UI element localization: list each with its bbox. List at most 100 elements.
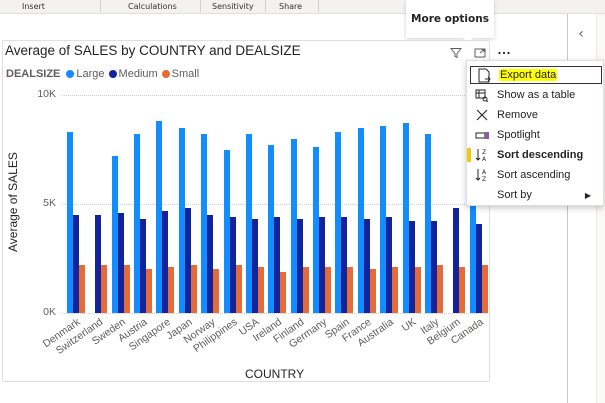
tooltip-text: More options xyxy=(411,13,489,25)
bar-small-belgium[interactable] xyxy=(459,267,466,313)
svg-text:Z: Z xyxy=(482,176,486,182)
bar-large-australia[interactable] xyxy=(380,125,387,313)
legend-dot-icon xyxy=(66,70,75,78)
bar-large-finland[interactable] xyxy=(290,138,297,313)
bar-small-spain[interactable] xyxy=(347,267,354,313)
bar-small-canada[interactable] xyxy=(481,265,488,313)
menu-item-label: Sort by xyxy=(497,189,532,201)
bar-large-singapore[interactable] xyxy=(156,121,163,313)
more-options-icon[interactable] xyxy=(496,46,511,60)
visual-title: Average of SALES by COUNTRY and DEALSIZE xyxy=(5,43,301,58)
bar-large-usa[interactable] xyxy=(245,134,252,313)
bar-medium-belgium[interactable] xyxy=(453,208,460,313)
bar-large-austria[interactable] xyxy=(134,134,141,313)
menu-item-label: Remove xyxy=(497,109,538,121)
y-tick-0k: 0K xyxy=(43,306,56,318)
ribbon-tab-insert[interactable]: Insert xyxy=(22,2,45,11)
bar-medium-uk[interactable] xyxy=(408,221,415,313)
bar-medium-ireland[interactable] xyxy=(274,217,281,313)
ribbon-separator xyxy=(265,0,266,12)
bar-large-denmark[interactable] xyxy=(67,132,73,313)
bar-medium-norway[interactable] xyxy=(207,214,214,313)
more-options-tooltip: More options xyxy=(406,0,494,43)
ribbon: Insert Calculations Sensitivity Share xyxy=(0,0,605,14)
bar-medium-denmark[interactable] xyxy=(73,214,79,313)
svg-text:Z: Z xyxy=(482,149,486,156)
remove-icon xyxy=(473,109,491,121)
bar-medium-japan[interactable] xyxy=(184,208,191,313)
bar-small-usa[interactable] xyxy=(257,267,264,313)
bar-large-uk[interactable] xyxy=(402,123,409,313)
bar-medium-austria[interactable] xyxy=(140,219,147,313)
bar-small-switzerland[interactable] xyxy=(101,265,108,313)
bar-large-norway[interactable] xyxy=(201,134,208,313)
ribbon-tab-share[interactable]: Share xyxy=(279,2,303,11)
bar-small-singapore[interactable] xyxy=(168,267,175,313)
bar-medium-canada[interactable] xyxy=(475,223,482,313)
filter-icon[interactable] xyxy=(448,46,463,60)
bar-medium-germany[interactable] xyxy=(319,217,326,313)
bar-small-ireland[interactable] xyxy=(280,271,287,313)
menu-item-remove[interactable]: Remove xyxy=(467,105,605,125)
bar-medium-finland[interactable] xyxy=(296,219,303,313)
ribbon-tab-calculations[interactable]: Calculations xyxy=(128,2,177,11)
bar-large-germany[interactable] xyxy=(313,147,320,313)
visual-header-icons xyxy=(448,45,511,61)
bar-small-france[interactable] xyxy=(369,269,376,313)
bar-large-canada[interactable] xyxy=(469,116,476,313)
bar-small-italy[interactable] xyxy=(436,265,443,313)
bar-small-germany[interactable] xyxy=(325,267,332,313)
bar-medium-usa[interactable] xyxy=(251,219,258,313)
bar-large-italy[interactable] xyxy=(424,134,431,313)
bar-small-philippines[interactable] xyxy=(235,265,242,313)
bar-small-norway[interactable] xyxy=(213,269,220,313)
bar-small-sweden[interactable] xyxy=(123,265,130,313)
gridline xyxy=(62,204,487,205)
menu-item-export-data[interactable]: Export data xyxy=(469,65,603,85)
bar-large-philippines[interactable] xyxy=(223,149,230,313)
bar-large-france[interactable] xyxy=(357,127,364,313)
bar-small-finland[interactable] xyxy=(302,267,309,313)
bar-large-sweden[interactable] xyxy=(111,156,118,313)
bar-medium-switzerland[interactable] xyxy=(95,214,102,313)
legend-label: Medium xyxy=(118,68,158,80)
svg-text:A: A xyxy=(482,156,487,162)
ribbon-tab-sensitivity[interactable]: Sensitivity xyxy=(212,2,254,11)
bar-medium-singapore[interactable] xyxy=(162,210,169,313)
menu-item-show-as-table[interactable]: Show as a table xyxy=(467,85,605,105)
bar-small-austria[interactable] xyxy=(146,269,153,313)
pane-divider xyxy=(567,14,568,403)
legend-item-small[interactable]: Small xyxy=(161,68,199,80)
bar-large-japan[interactable] xyxy=(178,127,185,313)
context-menu: Export data Show as a table Remove Spotl… xyxy=(466,60,604,206)
bar-medium-philippines[interactable] xyxy=(229,217,236,313)
export-data-icon xyxy=(475,68,493,83)
bar-medium-france[interactable] xyxy=(363,219,370,313)
legend: DEALSIZE Large Medium Small xyxy=(6,68,203,80)
submenu-arrow-icon: ▶ xyxy=(584,190,591,200)
bar-large-ireland[interactable] xyxy=(268,145,275,313)
bar-small-japan[interactable] xyxy=(190,265,197,313)
menu-item-label: Sort descending xyxy=(497,149,584,161)
legend-item-medium[interactable]: Medium xyxy=(108,68,158,80)
menu-item-sort-by[interactable]: Sort by ▶ xyxy=(467,185,605,205)
ribbon-separator xyxy=(318,0,319,12)
legend-item-large[interactable]: Large xyxy=(66,68,105,80)
bar-small-uk[interactable] xyxy=(414,267,421,313)
bar-medium-spain[interactable] xyxy=(341,217,348,313)
bar-medium-sweden[interactable] xyxy=(117,212,124,313)
menu-item-label: Show as a table xyxy=(497,89,576,101)
bar-large-spain[interactable] xyxy=(335,132,342,313)
bar-small-denmark[interactable] xyxy=(79,265,85,313)
menu-item-spotlight[interactable]: Spotlight xyxy=(467,125,605,145)
bar-small-australia[interactable] xyxy=(392,267,399,313)
bar-medium-australia[interactable] xyxy=(386,217,393,313)
legend-label: Large xyxy=(76,68,105,80)
show-as-table-icon xyxy=(473,89,491,102)
collapse-pane-icon[interactable]: ‹ xyxy=(578,26,584,42)
bar-medium-italy[interactable] xyxy=(430,221,437,313)
focus-mode-icon[interactable] xyxy=(472,46,487,60)
